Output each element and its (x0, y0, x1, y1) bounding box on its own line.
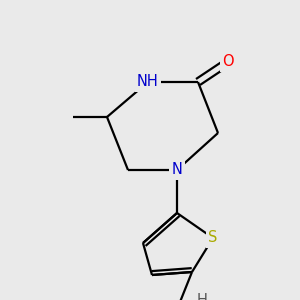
Text: N: N (172, 163, 182, 178)
Text: O: O (222, 55, 234, 70)
Text: H: H (196, 293, 207, 300)
Text: S: S (208, 230, 218, 245)
Text: NH: NH (137, 74, 159, 89)
